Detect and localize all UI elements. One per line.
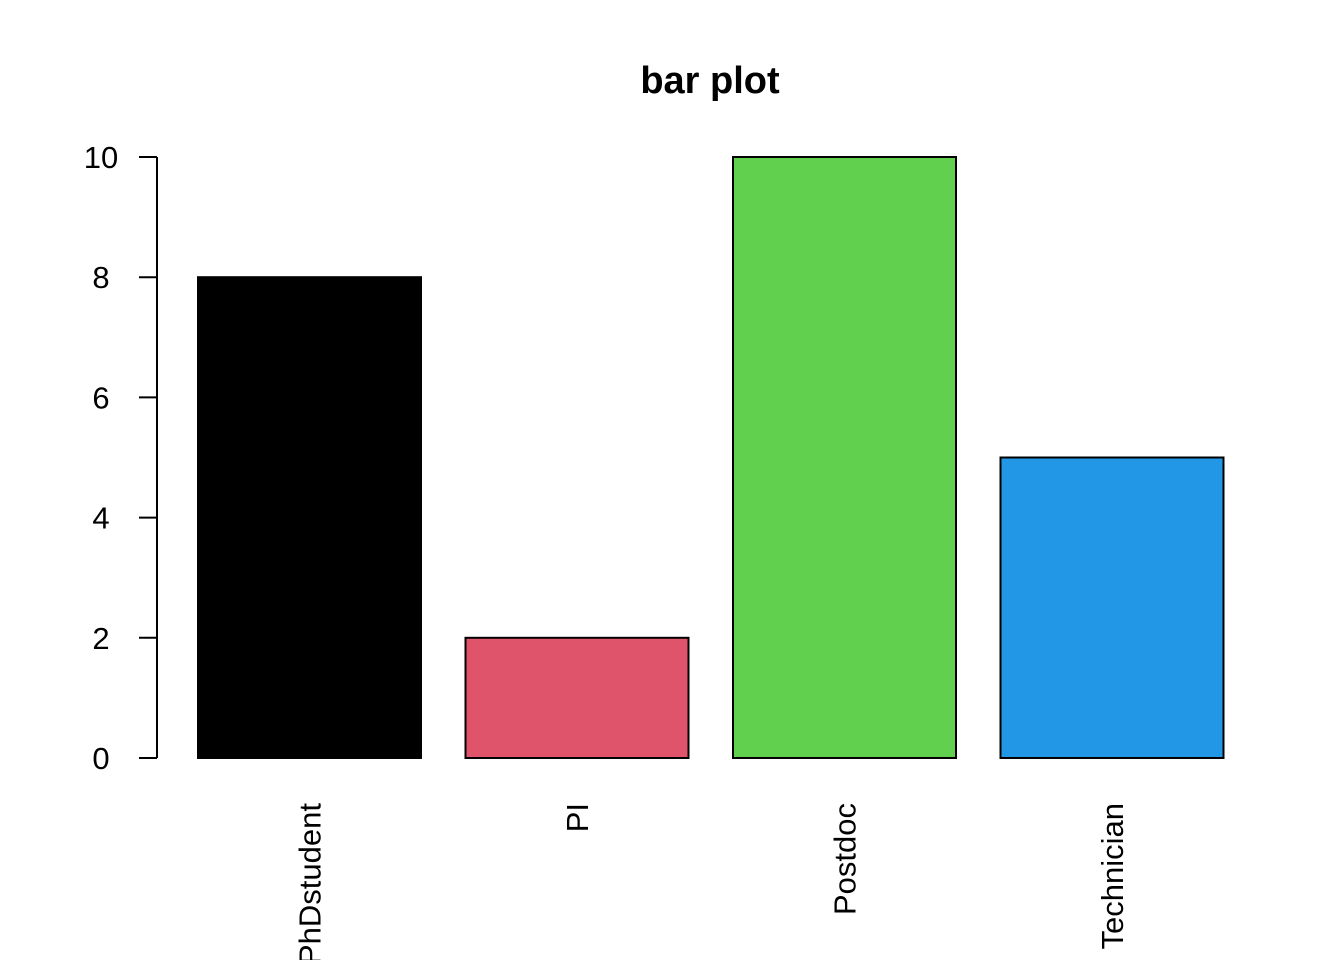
bar-pi — [464, 636, 690, 759]
x-tick-label: Postdoc — [828, 803, 863, 915]
y-tick-label: 2 — [92, 621, 109, 656]
y-tick-label: 4 — [92, 501, 109, 536]
y-tick-label: 8 — [92, 260, 109, 295]
y-tick-label: 6 — [92, 380, 109, 415]
bars — [197, 156, 1225, 759]
y-tick-label: 0 — [92, 741, 109, 776]
x-tick-label: PhDstudent — [293, 803, 328, 960]
bar-technician — [999, 456, 1225, 759]
chart-title: bar plot — [640, 60, 780, 102]
y-axis: 0 2 4 6 8 10 — [84, 140, 158, 776]
x-tick-label: Technician — [1095, 803, 1130, 949]
bar-postdoc — [732, 156, 957, 759]
bar-phdstudent — [197, 276, 422, 759]
x-tick-label: PI — [560, 803, 595, 832]
y-tick-label: 10 — [84, 140, 118, 175]
x-axis-labels: PhDstudent PI Postdoc Technician — [293, 803, 1131, 960]
